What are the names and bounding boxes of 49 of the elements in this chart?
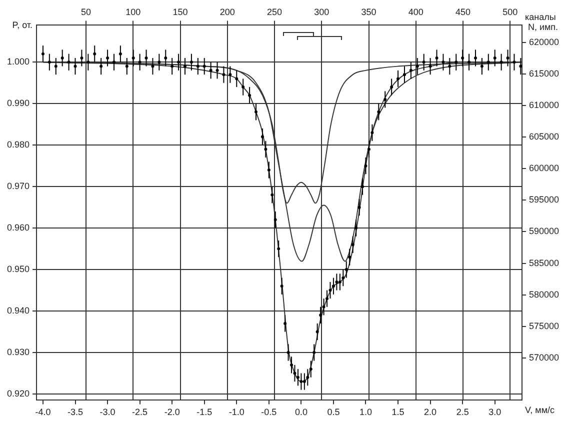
y-tick-label: 0.960 xyxy=(6,222,30,233)
y-tick-label: 0.980 xyxy=(6,140,30,150)
y-tick-label: 0.940 xyxy=(6,306,30,316)
x-tick-label: 0.5 xyxy=(327,407,340,418)
y2-tick-label: 590000 xyxy=(528,226,560,236)
x2-tick-label: 200 xyxy=(220,6,235,17)
y2-tick-label: 575000 xyxy=(528,320,560,331)
y-tick-label: 0.920 xyxy=(6,388,30,398)
y2-tick-label: 605000 xyxy=(528,132,560,142)
x2-tick-label: 150 xyxy=(172,6,188,17)
x2-tick-label: 350 xyxy=(361,6,376,17)
y2-tick-label: 600000 xyxy=(528,163,560,174)
x2-tick-label: 500 xyxy=(502,6,518,17)
y-tick-label: 0.930 xyxy=(6,346,30,357)
x2-tick-label: 300 xyxy=(314,6,330,17)
x-tick-label: -2.5 xyxy=(132,407,148,418)
y-tick-label: 0.990 xyxy=(6,98,30,108)
y2-tick-label: 585000 xyxy=(528,258,560,268)
x-tick-label: -3.5 xyxy=(67,407,84,418)
x-tick-label: 2.0 xyxy=(424,407,437,418)
y2-tick-label: 580000 xyxy=(528,289,560,300)
y2-tick-label: 620000 xyxy=(528,36,560,47)
y-tick-label: 0.950 xyxy=(6,264,30,274)
x-tick-label: -2.0 xyxy=(164,407,180,418)
x2-tick-label: 400 xyxy=(408,6,424,17)
x2-tick-label: 450 xyxy=(456,6,471,17)
x-tick-label: 1.0 xyxy=(359,407,372,418)
x-tick-label: -0.5 xyxy=(261,407,277,418)
y2-axis-title: N, имп. xyxy=(528,22,558,32)
y2-tick-label: 610000 xyxy=(528,100,560,110)
y2-tick-label: 595000 xyxy=(528,194,560,205)
y2-tick-label: 570000 xyxy=(528,352,560,362)
y-tick-label: 1.000 xyxy=(6,56,30,67)
x-tick-label: -1.5 xyxy=(196,407,212,418)
x-tick-label: 1.5 xyxy=(392,407,404,418)
x2-tick-label: 50 xyxy=(81,6,92,17)
y-tick-label: 0.970 xyxy=(6,181,30,192)
x-tick-label: -3.0 xyxy=(100,407,116,418)
x-tick-label: 3.0 xyxy=(488,407,502,418)
x-tick-label: -1.0 xyxy=(228,407,244,418)
y-axis-title: P, от. xyxy=(12,20,33,30)
x-tick-label: 0.0 xyxy=(294,407,308,418)
x-tick-label: -4.0 xyxy=(35,407,51,418)
x-axis-title: V, мм/с xyxy=(524,405,556,416)
x2-tick-label: 100 xyxy=(126,6,141,17)
y2-tick-label: 615000 xyxy=(528,68,560,78)
x2-tick-label: 250 xyxy=(267,6,282,17)
x-tick-label: 2.5 xyxy=(456,407,469,418)
x2-axis-title: каналы xyxy=(524,12,556,22)
